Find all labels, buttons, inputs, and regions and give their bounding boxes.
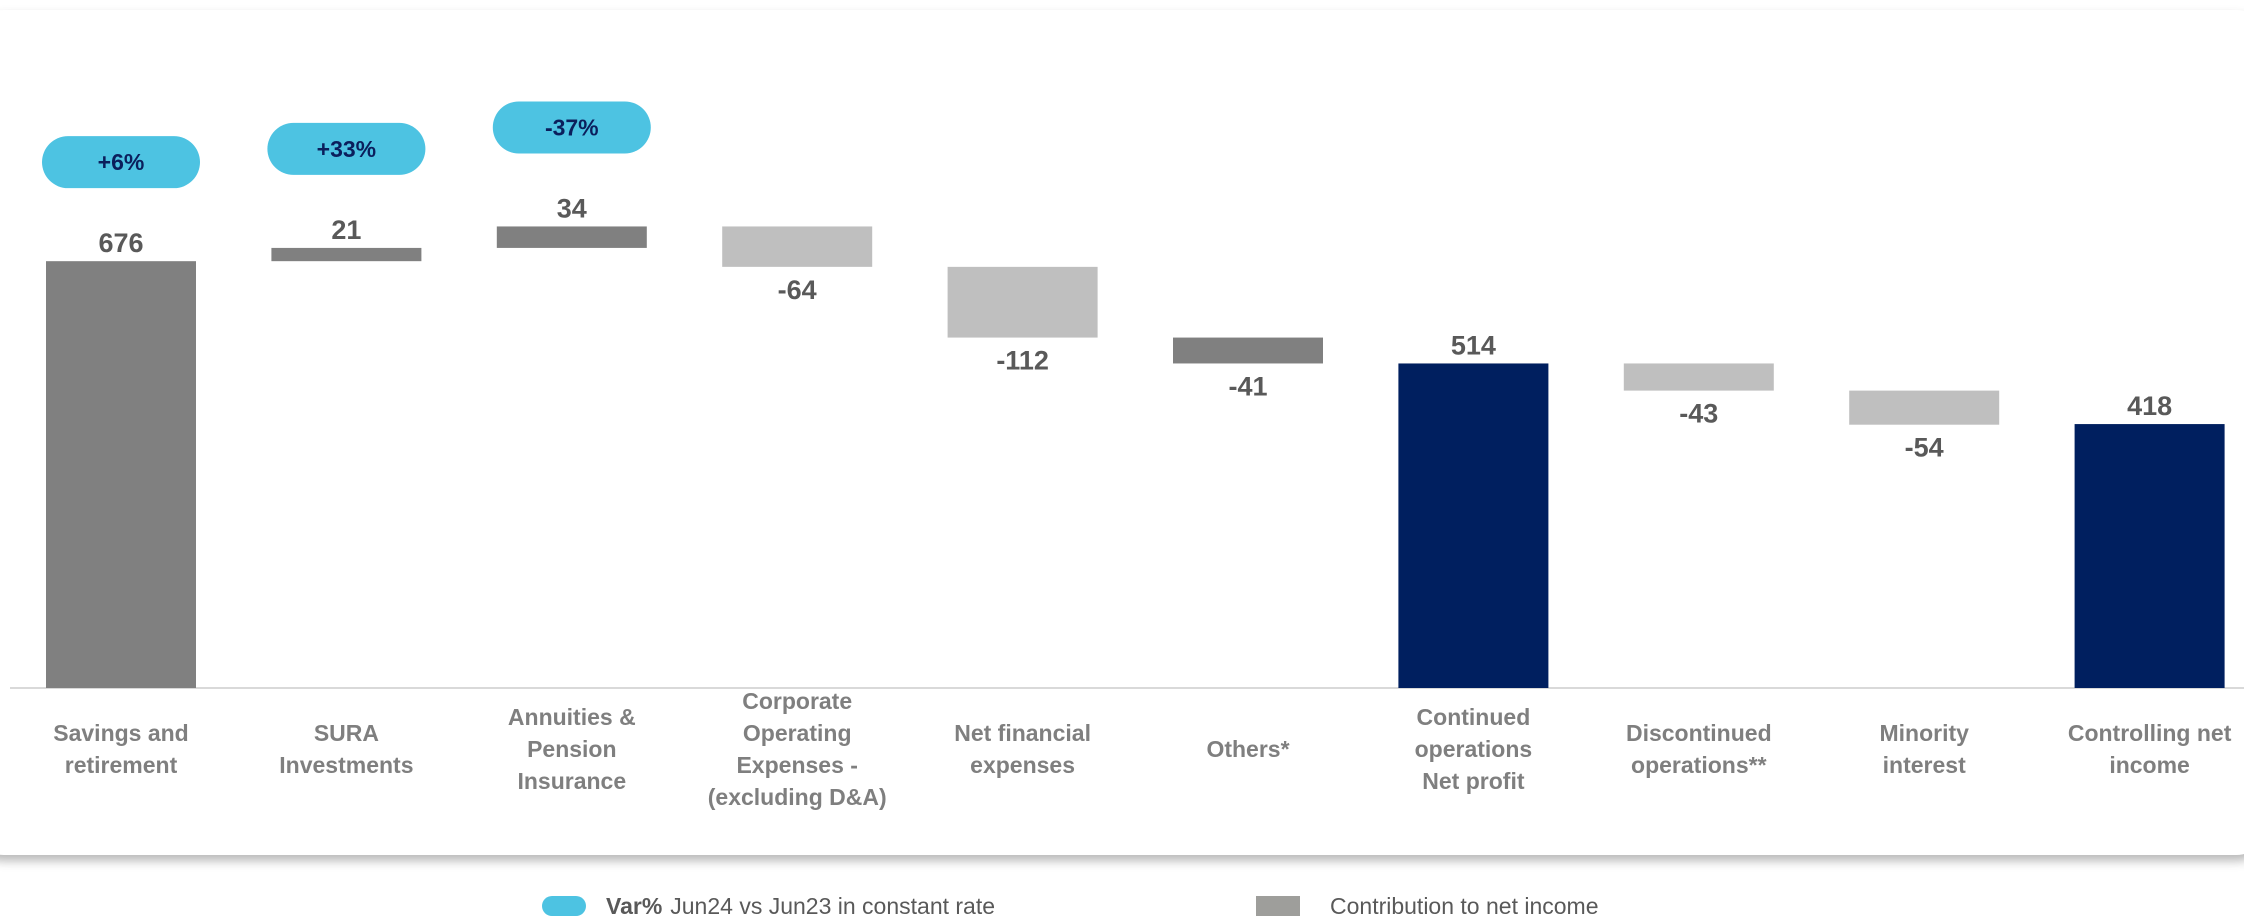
category-label: Controlling net income bbox=[2068, 720, 2232, 778]
legend-contribution-text: Contribution to net income bbox=[1330, 892, 1599, 919]
value-label: -64 bbox=[778, 275, 817, 305]
category-label: Minority interest bbox=[1879, 720, 1969, 778]
category-label: Net financial expenses bbox=[954, 720, 1091, 778]
waterfall-bar bbox=[1623, 363, 1774, 391]
waterfall-bar bbox=[1398, 363, 1549, 688]
waterfall-bar bbox=[947, 266, 1098, 338]
waterfall-bar bbox=[2074, 424, 2225, 688]
value-label: -112 bbox=[996, 346, 1049, 376]
legend-variation-bold: Var% bbox=[606, 892, 663, 919]
value-label: -43 bbox=[1679, 399, 1718, 429]
variation-badge bbox=[42, 136, 200, 189]
category-label: Discontinued operations** bbox=[1626, 720, 1772, 778]
value-label: 21 bbox=[331, 215, 361, 245]
variation-badge-label: +6% bbox=[98, 149, 145, 175]
waterfall-bar bbox=[722, 226, 873, 267]
category-label: Savings and retirement bbox=[53, 720, 188, 778]
variation-badge-label: +33% bbox=[317, 136, 376, 162]
category-label: SURA Investments bbox=[279, 720, 413, 778]
value-label: -41 bbox=[1228, 371, 1267, 401]
category-label: Continued operations Net profit bbox=[1415, 704, 1533, 794]
waterfall-bar bbox=[1849, 390, 2000, 425]
value-label: -54 bbox=[1905, 433, 1944, 463]
legend-pill-swatch bbox=[542, 896, 586, 916]
waterfall-bar bbox=[46, 261, 196, 688]
legend-variation-text: Jun24 vs Jun23 in constant rate bbox=[670, 892, 996, 919]
value-label: 676 bbox=[98, 228, 143, 258]
variation-badge-label: -37% bbox=[545, 114, 599, 140]
value-label: 418 bbox=[2127, 391, 2172, 421]
category-label: Corporate Operating Expenses -(excluding D… bbox=[708, 688, 887, 810]
waterfall-bar bbox=[271, 247, 422, 262]
variation-badge bbox=[492, 101, 651, 154]
waterfall-bar bbox=[1173, 337, 1323, 364]
value-label: 34 bbox=[557, 193, 587, 223]
category-label: Others* bbox=[1206, 736, 1289, 762]
legend-item-variation: Var% Jun24 vs Jun23 in constant rate bbox=[542, 888, 995, 924]
waterfall-bar bbox=[496, 226, 647, 248]
legend-square-swatch bbox=[1256, 896, 1300, 916]
legend-item-contribution: Contribution to net income bbox=[1256, 888, 1599, 924]
value-label: 514 bbox=[1451, 330, 1496, 360]
category-label: Annuities & Pension Insurance bbox=[508, 704, 636, 794]
variation-badge bbox=[267, 122, 426, 175]
